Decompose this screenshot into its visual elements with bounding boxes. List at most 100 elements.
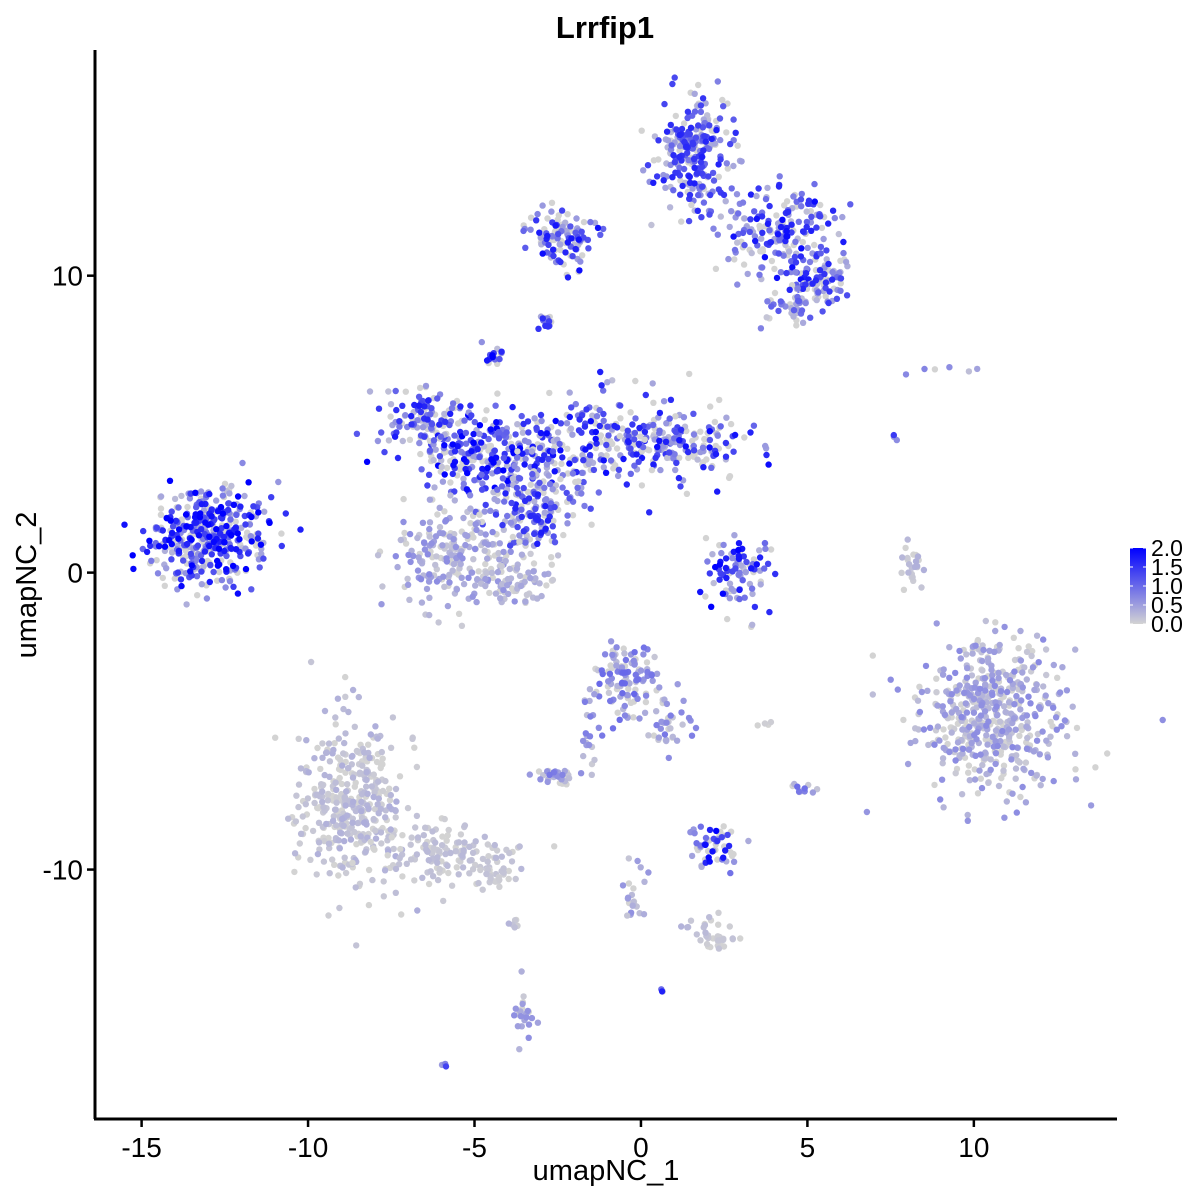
cell-point — [585, 245, 592, 252]
cell-point — [406, 530, 414, 538]
cell-point — [744, 270, 751, 278]
cell-point — [979, 761, 986, 769]
cell-point — [989, 677, 996, 684]
cell-point — [549, 523, 556, 530]
cell-point — [650, 732, 658, 739]
cell-point — [359, 762, 366, 769]
cell-point — [374, 801, 381, 808]
cell-point — [396, 423, 403, 430]
cell-point — [484, 841, 491, 848]
cell-point — [720, 854, 727, 861]
cell-point — [330, 746, 337, 754]
cell-point — [557, 420, 565, 427]
cell-point — [756, 271, 763, 278]
cell-point — [656, 409, 664, 417]
cell-point — [266, 519, 273, 526]
data-points — [121, 74, 1166, 1070]
cell-point — [958, 713, 965, 721]
cell-point — [807, 314, 814, 321]
cell-point — [1013, 809, 1020, 816]
cell-point — [655, 734, 663, 741]
cell-point — [642, 692, 650, 699]
cell-point — [1021, 664, 1028, 671]
cell-point — [626, 680, 633, 687]
cell-point — [673, 459, 680, 467]
cell-point — [439, 530, 447, 537]
cell-point — [462, 429, 470, 437]
cell-point — [188, 536, 195, 543]
cell-point — [632, 377, 639, 385]
cell-point — [794, 783, 801, 790]
cell-point — [663, 420, 670, 427]
cell-point — [295, 735, 302, 742]
cell-point — [983, 722, 990, 729]
cell-point — [486, 589, 493, 597]
cell-point — [218, 525, 225, 532]
cell-point — [722, 847, 729, 854]
cell-point — [499, 521, 506, 529]
cell-point — [620, 645, 627, 652]
cell-point — [443, 837, 450, 844]
cell-point — [389, 714, 397, 721]
cell-point — [715, 945, 723, 952]
cell-point — [500, 586, 507, 594]
cell-point — [635, 676, 642, 683]
cell-point — [551, 503, 558, 511]
cell-point — [121, 521, 128, 528]
cell-point — [569, 253, 576, 260]
cell-point — [909, 574, 916, 581]
cell-point — [743, 558, 750, 566]
cell-point — [805, 197, 813, 204]
x-tick-label: 10 — [958, 1132, 989, 1163]
cell-point — [541, 571, 548, 578]
cell-point — [566, 389, 573, 396]
cell-point — [272, 734, 279, 741]
cell-point — [991, 648, 998, 655]
cell-point — [198, 557, 206, 565]
cell-point — [931, 781, 938, 789]
cell-point — [521, 461, 528, 468]
cell-point — [956, 682, 963, 689]
cell-point — [372, 827, 379, 834]
cell-point — [996, 641, 1003, 649]
cell-point — [1012, 775, 1019, 782]
cell-point — [517, 582, 525, 590]
cell-point — [471, 545, 479, 553]
cell-point — [201, 548, 209, 555]
cell-point — [1029, 664, 1037, 671]
cell-point — [905, 569, 912, 576]
cell-point — [425, 397, 432, 404]
cell-point — [630, 714, 637, 721]
cell-point — [702, 841, 709, 849]
cell-point — [816, 212, 823, 220]
cell-point — [767, 718, 775, 726]
cell-point — [168, 529, 176, 537]
cell-point — [995, 782, 1003, 790]
cell-point — [707, 403, 714, 410]
cell-point — [319, 798, 326, 806]
cell-point — [248, 513, 255, 521]
cell-point — [244, 550, 252, 557]
cell-point — [677, 177, 684, 184]
cell-point — [563, 489, 570, 497]
cell-point — [297, 830, 305, 837]
cell-point — [239, 459, 246, 467]
cell-point — [720, 823, 727, 830]
cell-point — [363, 769, 370, 776]
cell-point — [311, 785, 318, 793]
cell-point — [1033, 737, 1041, 744]
cell-point — [670, 152, 677, 159]
cell-point — [414, 567, 422, 574]
cell-point — [645, 732, 652, 739]
cell-point — [726, 580, 734, 587]
cell-point — [592, 435, 599, 443]
cell-point — [362, 848, 369, 855]
cell-point — [924, 687, 931, 694]
cell-point — [572, 478, 579, 486]
cell-point — [697, 823, 704, 830]
cell-point — [663, 700, 671, 708]
cell-point — [799, 319, 807, 326]
cell-point — [217, 503, 225, 511]
cell-point — [350, 798, 357, 805]
cell-point — [326, 870, 333, 877]
